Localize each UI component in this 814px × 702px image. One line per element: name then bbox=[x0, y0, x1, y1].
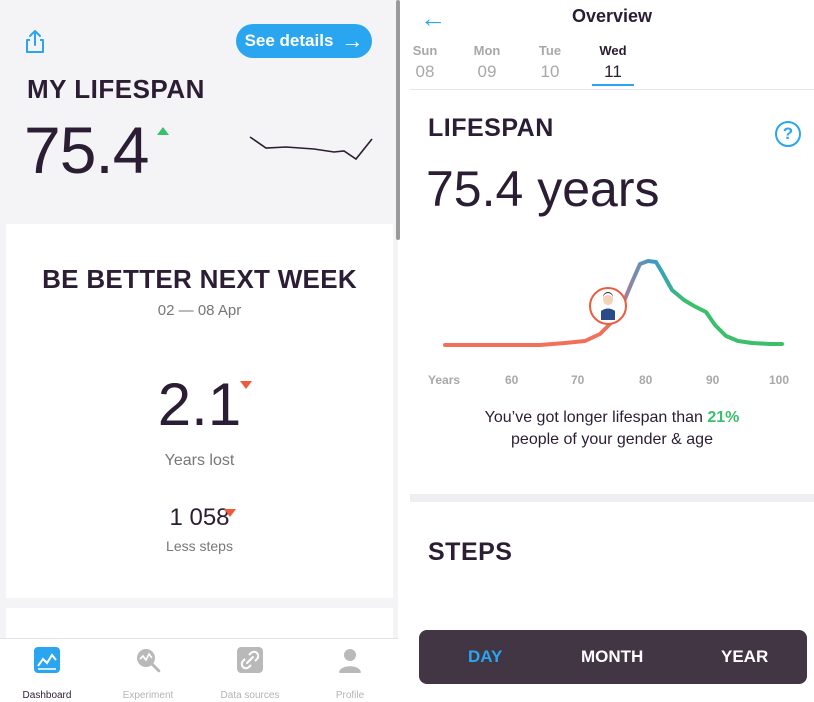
trend-down-icon bbox=[224, 509, 236, 517]
back-arrow-icon[interactable]: ← bbox=[420, 3, 446, 33]
trend-up-icon bbox=[157, 127, 169, 135]
tab-data-sources[interactable]: Data sources bbox=[200, 647, 300, 701]
years-lost-value: 2.1 bbox=[157, 371, 242, 438]
overview-screen: ← Overview Sun 08 Mon 09 Tue 10 Wed 11 L… bbox=[410, 0, 814, 702]
axis-label-70: 70 bbox=[571, 373, 585, 387]
link-icon bbox=[237, 647, 263, 673]
weekly-card: BE BETTER NEXT WEEK 02 — 08 Apr 2.1 Year… bbox=[6, 224, 393, 598]
axis-label-years: Years bbox=[428, 373, 461, 387]
period-day-button[interactable]: DAY bbox=[468, 647, 503, 666]
bottom-tab-bar: Dashboard Experiment Data sources bbox=[0, 638, 398, 702]
tab-profile[interactable]: Profile bbox=[300, 647, 398, 701]
overview-title: Overview bbox=[571, 6, 653, 26]
lifespan-section-title: LIFESPAN bbox=[428, 114, 554, 142]
selected-day-indicator bbox=[592, 84, 634, 86]
divider bbox=[410, 89, 814, 90]
day-tue[interactable]: Tue 10 bbox=[528, 43, 572, 82]
experiment-icon bbox=[137, 649, 161, 673]
axis-label-90: 90 bbox=[706, 373, 720, 387]
comparison-text: You’ve got longer lifespan than 21% bbox=[410, 409, 814, 427]
lifespan-value: 75.4 years bbox=[426, 161, 660, 217]
share-icon[interactable] bbox=[22, 28, 48, 56]
day-sun[interactable]: Sun 08 bbox=[410, 43, 447, 82]
comparison-percent: 21% bbox=[707, 409, 740, 426]
weekly-date-range: 02 — 08 Apr bbox=[157, 302, 242, 319]
help-icon[interactable]: ? bbox=[775, 121, 801, 147]
day-date: 09 bbox=[477, 62, 497, 81]
my-lifespan-title: MY LIFESPAN bbox=[27, 74, 205, 104]
steps-section-title: STEPS bbox=[428, 538, 513, 566]
day-date: 08 bbox=[415, 62, 435, 81]
tab-profile-label: Profile bbox=[335, 690, 365, 701]
scrollbar[interactable] bbox=[396, 0, 400, 240]
dashboard-screen: See details → MY LIFESPAN 75.4 BE BETTER… bbox=[0, 0, 398, 702]
axis-label-100: 100 bbox=[769, 373, 790, 387]
axis-label-60: 60 bbox=[505, 373, 519, 387]
period-selector: DAY MONTH YEAR bbox=[419, 630, 807, 684]
trend-down-icon bbox=[240, 381, 252, 389]
see-details-label: See details bbox=[244, 31, 334, 50]
my-lifespan-value: 75.4 bbox=[24, 113, 149, 187]
tab-dashboard[interactable]: Dashboard bbox=[0, 647, 97, 701]
lifespan-distribution-chart bbox=[443, 259, 784, 347]
period-year-button[interactable]: YEAR bbox=[721, 647, 769, 666]
comparison-prefix: You’ve got longer lifespan than bbox=[484, 409, 708, 426]
lifespan-sparkline bbox=[249, 136, 373, 161]
day-date: 11 bbox=[604, 62, 622, 81]
dashboard-icon bbox=[34, 647, 60, 673]
section-divider bbox=[410, 494, 814, 502]
steps-lost-value: 1 058 bbox=[169, 504, 230, 531]
day-mon[interactable]: Mon 09 bbox=[465, 43, 509, 82]
user-position-marker bbox=[589, 287, 627, 325]
day-name: Sun bbox=[412, 43, 438, 58]
day-name: Wed bbox=[599, 43, 627, 58]
tab-data-sources-label: Data sources bbox=[220, 690, 280, 701]
tab-experiment[interactable]: Experiment bbox=[98, 647, 198, 701]
tab-experiment-label: Experiment bbox=[122, 690, 174, 701]
day-wed[interactable]: Wed 11 bbox=[591, 43, 635, 82]
profile-icon bbox=[339, 649, 361, 673]
steps-lost-label: Less steps bbox=[166, 538, 233, 554]
axis-label-80: 80 bbox=[639, 373, 653, 387]
distribution-curve bbox=[443, 259, 784, 347]
weekly-card-title: BE BETTER NEXT WEEK bbox=[42, 264, 357, 294]
comparison-text-line2: people of your gender & age bbox=[511, 431, 713, 448]
arrow-right-icon: → bbox=[341, 28, 364, 53]
years-lost-label: Years lost bbox=[164, 452, 235, 469]
day-date: 10 bbox=[540, 62, 560, 81]
day-name: Tue bbox=[538, 43, 562, 58]
see-details-button[interactable]: See details → bbox=[236, 24, 372, 58]
day-name: Mon bbox=[473, 43, 501, 58]
period-month-button[interactable]: MONTH bbox=[581, 647, 644, 666]
tab-dashboard-label: Dashboard bbox=[22, 690, 72, 701]
